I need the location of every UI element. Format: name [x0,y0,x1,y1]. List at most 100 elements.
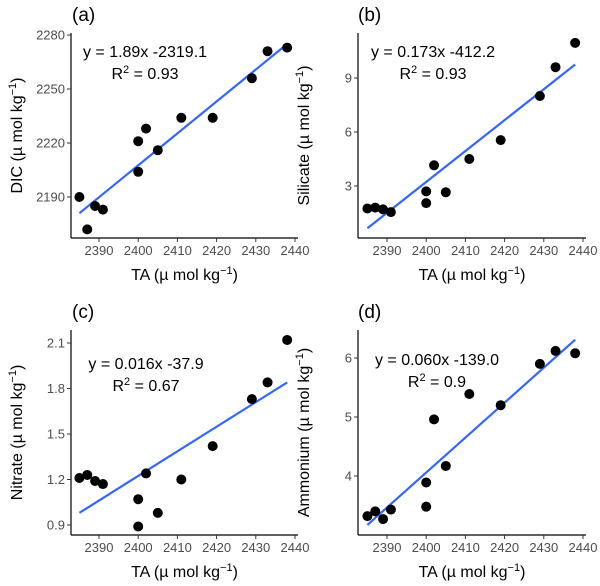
x-axis-title: TA (µ mol kg−1) [131,265,238,284]
data-point [152,145,163,156]
data-point [82,224,93,235]
regression-equation: y = 0.016x -37.9 [88,356,203,373]
x-tick-label: 2410 [451,540,480,555]
regression-line [78,43,288,215]
data-point [97,204,108,215]
x-tick-label: 2410 [163,540,192,555]
x-axis-title: TA (µ mol kg−1) [131,562,238,581]
r-squared-label: R2 = 0.67 [112,376,179,395]
y-tick-label: 0.9 [47,518,65,533]
x-tick-label: 2410 [163,243,192,258]
data-point [141,468,152,479]
y-tick-label: 5 [345,410,352,425]
r-squared-label: R2 = 0.93 [399,64,466,83]
x-tick-label: 2430 [529,243,558,258]
y-tick-label: 2250 [36,82,65,97]
x-tick-label: 2420 [490,540,519,555]
data-point [282,42,293,53]
data-point [534,358,545,369]
x-tick-label: 2400 [124,243,153,258]
x-axis-title: TA (µ mol kg−1) [419,562,526,581]
data-point [464,388,475,399]
data-point [282,334,293,345]
y-tick-label: 2220 [36,136,65,151]
data-point [429,160,440,171]
data-point [133,136,144,147]
data-point [429,414,440,425]
x-tick-label: 2410 [451,243,480,258]
data-point [495,400,506,411]
x-tick-label: 2440 [281,540,310,555]
regression-equation: y = 1.89x -2319.1 [83,44,207,61]
data-point [440,460,451,471]
panel-label: (b) [358,5,381,26]
panel-a: (a) 2390 2400 2410 2420 2430 2440 2190 2220 2250 2… [7,5,309,284]
x-tick-label: 2440 [569,540,598,555]
data-point [133,166,144,177]
x-tick-label: 2420 [202,540,231,555]
regression-equation: y = 0.173x -412.2 [371,44,495,61]
x-tick-label: 2400 [124,540,153,555]
x-tick-label: 2420 [490,243,519,258]
data-point [207,112,218,123]
data-point [97,479,108,490]
data-point [421,477,432,488]
data-point [362,511,373,522]
regression-line [78,381,288,514]
data-point [246,73,257,84]
y-tick-label: 2190 [36,190,65,205]
y-tick-label: 1.2 [47,472,65,487]
x-tick-label: 2390 [85,540,114,555]
data-point [440,187,451,198]
data-point [133,521,144,532]
data-point [378,514,389,525]
data-point [570,348,581,359]
panel-c: (c) 2390 2400 2410 2420 2430 2440 0.9 1.2 1.5 1.8 2… [7,302,309,581]
data-point [550,62,561,73]
data-point [370,202,381,213]
data-point [207,441,218,452]
data-point [133,494,144,505]
panel-label: (a) [72,5,95,26]
x-tick-label: 2430 [529,540,558,555]
data-point [176,474,187,485]
r-squared-label: R2 = 0.9 [408,372,466,391]
x-tick-label: 2390 [85,243,114,258]
y-axis-title: Silicate (µ mol kg−1) [294,65,313,205]
x-tick-label: 2400 [412,243,441,258]
y-tick-label: 6 [345,125,352,140]
panel-label: (d) [358,302,381,323]
data-point [90,476,101,487]
x-axis-title: TA (µ mol kg−1) [419,265,526,284]
y-tick-label: 6 [345,351,352,366]
data-point [464,154,475,164]
r-squared-label: R2 = 0.93 [111,64,178,83]
regression-line [366,338,576,526]
data-point [421,198,432,209]
y-tick-label: 9 [345,71,352,86]
data-point [362,203,373,214]
data-point [495,135,506,146]
y-tick-label: 1.8 [47,381,65,396]
data-point [421,186,432,197]
data-point [370,506,381,517]
x-tick-label: 2390 [373,243,402,258]
data-point [570,37,581,48]
data-point [82,469,93,480]
y-axis-title: DIC (µ mol kg−1) [7,78,26,194]
data-point [421,501,432,512]
y-tick-label: 3 [345,179,352,194]
panel-b: (b) 2390 2400 2410 2420 2430 2440 3 6 9 TA (µ mol … [294,5,597,284]
data-point [141,123,152,134]
data-point [385,207,396,218]
data-point [74,192,85,202]
data-point [378,204,389,215]
x-tick-label: 2440 [281,243,310,258]
data-point [246,394,257,405]
x-tick-label: 2390 [373,540,402,555]
panel-d: (d) 2390 2400 2410 2420 2430 2440 4 5 6 TA (µ mol … [294,302,597,581]
y-tick-label: 1.5 [47,427,65,442]
y-axis-title: Ammonium (µ mol kg−1) [294,348,313,517]
x-tick-label: 2420 [202,243,231,258]
